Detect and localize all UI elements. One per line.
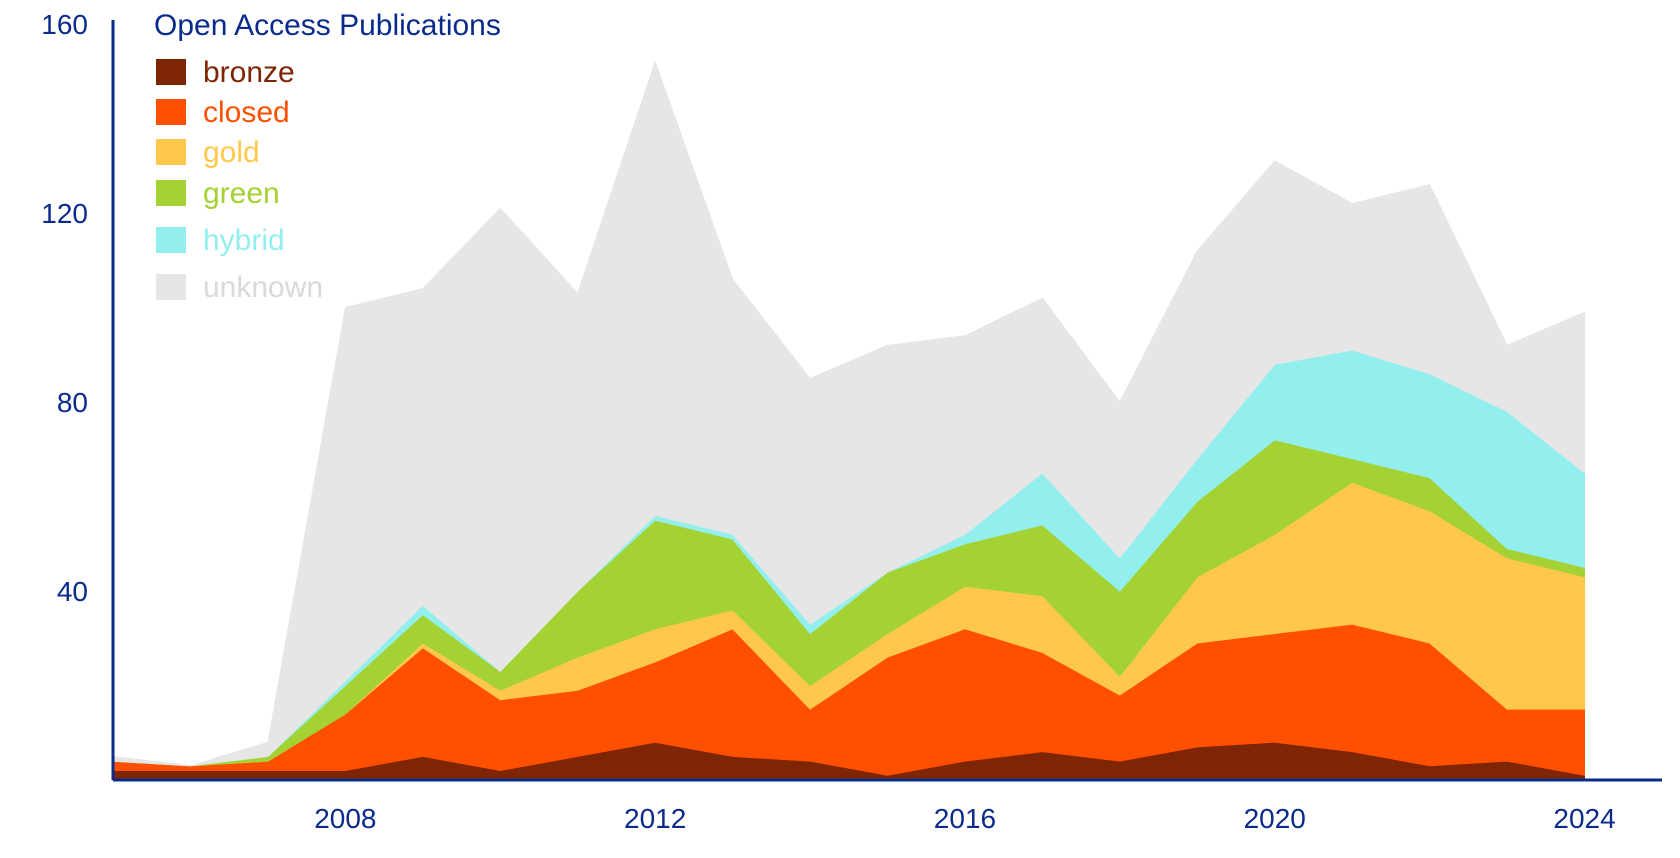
y-tick-label: 160 (41, 9, 88, 40)
legend-label-hybrid: hybrid (203, 224, 285, 257)
area-layers (112, 60, 1585, 781)
x-tick-labels: 2008 2012 2016 2020 2024 (314, 803, 1615, 834)
legend-item-unknown: unknown (156, 271, 323, 304)
legend-label-closed: closed (203, 96, 290, 129)
y-tick-label: 120 (41, 198, 88, 229)
legend-item-bronze: bronze (156, 56, 295, 89)
legend-swatch-hybrid (156, 227, 186, 253)
legend-label-unknown: unknown (203, 271, 323, 304)
x-tick-label: 2024 (1553, 803, 1615, 834)
legend: Open Access Publications bronze closed gol… (154, 9, 501, 304)
legend-label-bronze: bronze (203, 56, 295, 89)
y-tick-labels: 40 80 120 160 (41, 9, 88, 607)
legend-label-gold: gold (203, 136, 260, 169)
legend-item-green: green (156, 177, 280, 210)
legend-swatch-bronze (156, 59, 186, 85)
x-tick-label: 2012 (624, 803, 686, 834)
area-unknown (112, 60, 1585, 767)
legend-swatch-gold (156, 139, 186, 165)
legend-swatch-unknown (156, 274, 186, 300)
legend-swatch-green (156, 180, 186, 206)
legend-item-closed: closed (156, 96, 290, 129)
y-tick-label: 40 (57, 576, 88, 607)
legend-item-hybrid: hybrid (156, 224, 285, 257)
legend-item-gold: gold (156, 136, 260, 169)
legend-label-green: green (203, 177, 280, 210)
x-tick-label: 2020 (1244, 803, 1306, 834)
y-tick-label: 80 (57, 387, 88, 418)
axes (111, 20, 1662, 782)
x-tick-label: 2008 (314, 803, 376, 834)
legend-title: Open Access Publications (154, 9, 501, 42)
x-tick-label: 2016 (934, 803, 996, 834)
legend-swatch-closed (156, 99, 186, 125)
